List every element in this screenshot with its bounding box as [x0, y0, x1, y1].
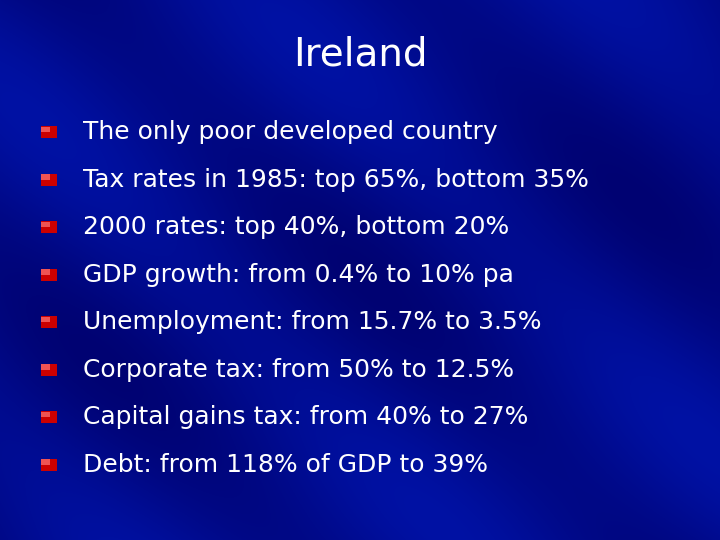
FancyBboxPatch shape [41, 221, 50, 227]
Text: The only poor developed country: The only poor developed country [83, 120, 498, 144]
FancyBboxPatch shape [41, 316, 57, 328]
FancyBboxPatch shape [41, 126, 57, 138]
FancyBboxPatch shape [41, 411, 50, 417]
FancyBboxPatch shape [41, 269, 57, 281]
Text: GDP growth: from 0.4% to 10% pa: GDP growth: from 0.4% to 10% pa [83, 263, 513, 287]
Text: Corporate tax: from 50% to 12.5%: Corporate tax: from 50% to 12.5% [83, 358, 514, 382]
Text: 2000 rates: top 40%, bottom 20%: 2000 rates: top 40%, bottom 20% [83, 215, 509, 239]
FancyBboxPatch shape [41, 364, 50, 370]
FancyBboxPatch shape [41, 411, 57, 423]
FancyBboxPatch shape [41, 316, 50, 322]
Text: Capital gains tax: from 40% to 27%: Capital gains tax: from 40% to 27% [83, 406, 528, 429]
FancyBboxPatch shape [41, 126, 50, 132]
FancyBboxPatch shape [41, 459, 50, 465]
Text: Ireland: Ireland [293, 35, 427, 73]
Text: Debt: from 118% of GDP to 39%: Debt: from 118% of GDP to 39% [83, 453, 488, 477]
FancyBboxPatch shape [41, 269, 50, 275]
FancyBboxPatch shape [41, 174, 50, 180]
FancyBboxPatch shape [41, 459, 57, 471]
Text: Tax rates in 1985: top 65%, bottom 35%: Tax rates in 1985: top 65%, bottom 35% [83, 168, 589, 192]
Text: Unemployment: from 15.7% to 3.5%: Unemployment: from 15.7% to 3.5% [83, 310, 541, 334]
FancyBboxPatch shape [41, 221, 57, 233]
FancyBboxPatch shape [41, 174, 57, 186]
FancyBboxPatch shape [41, 364, 57, 376]
